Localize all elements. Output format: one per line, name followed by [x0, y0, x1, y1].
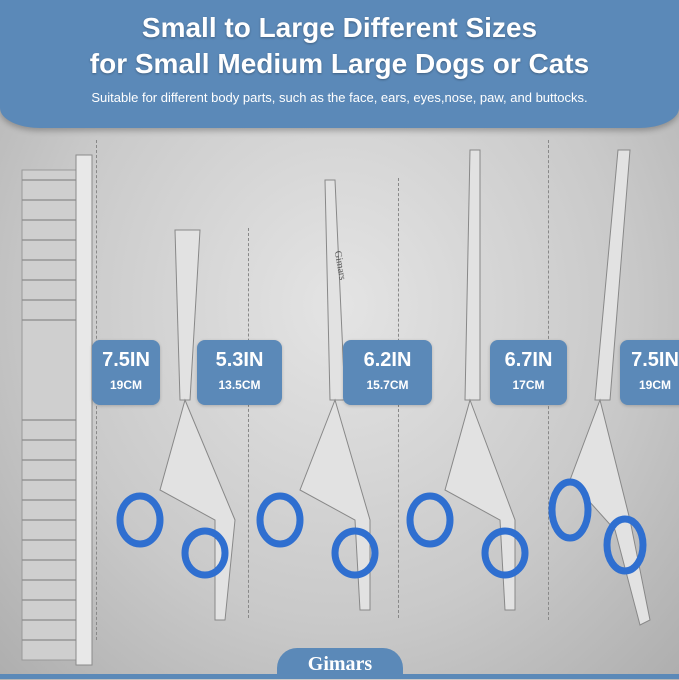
size-label-medium-scissors: 6.2IN 15.7CM	[343, 340, 432, 405]
size-label-curved-scissors: 7.5IN 19CM	[620, 340, 679, 405]
size-label-thinning-shears: 6.7IN 17CM	[490, 340, 567, 405]
comb	[21, 154, 93, 666]
title-line-2: for Small Medium Large Dogs or Cats	[89, 48, 590, 79]
subtitle: Suitable for different body parts, such …	[91, 90, 588, 105]
title-line-1: Small to Large Different Sizes	[141, 12, 538, 43]
dimension-line	[248, 228, 249, 618]
header-banner: Small to Large Different Sizes for Small…	[0, 0, 679, 128]
size-label-small-scissors: 5.3IN 13.5CM	[197, 340, 282, 405]
brand-logo: Gimars	[277, 648, 403, 679]
size-label-comb: 7.5IN 19CM	[92, 340, 160, 405]
